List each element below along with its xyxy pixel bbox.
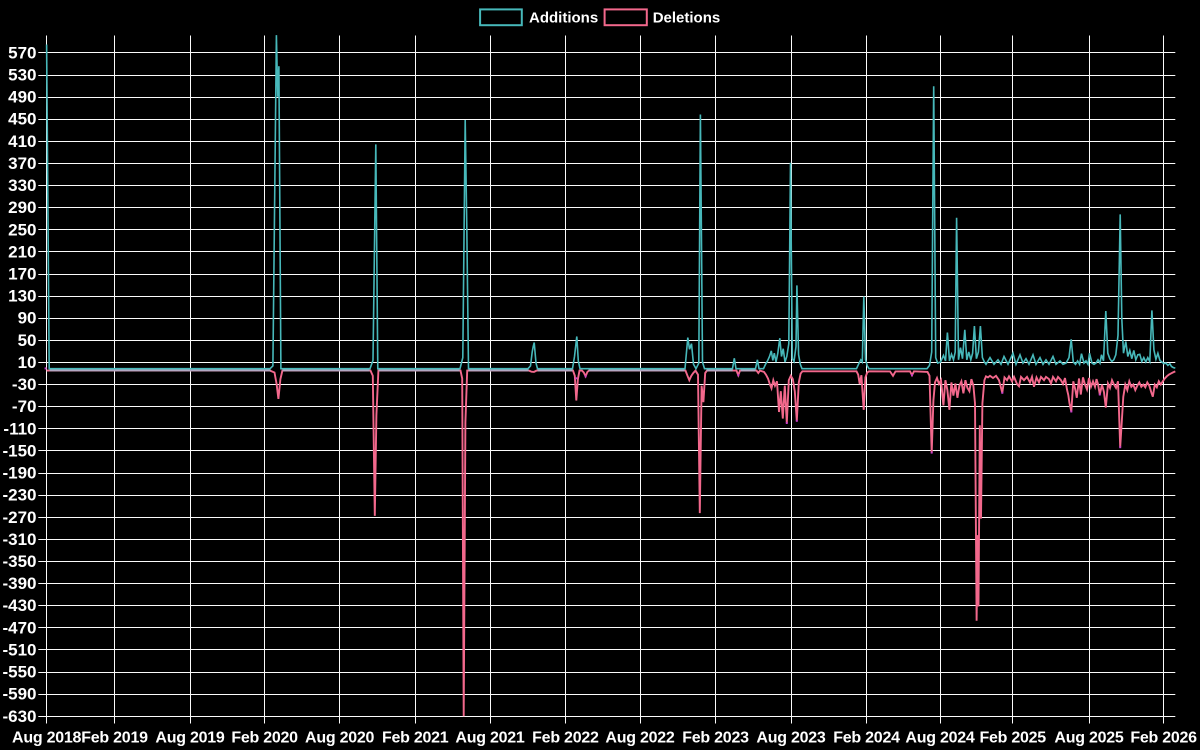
svg-text:Aug 2018: Aug 2018 (12, 730, 81, 747)
svg-text:290: 290 (8, 198, 36, 217)
svg-text:Aug 2023: Aug 2023 (756, 730, 825, 747)
svg-text:210: 210 (8, 242, 36, 261)
svg-text:Aug 2022: Aug 2022 (605, 730, 674, 747)
svg-text:130: 130 (8, 287, 36, 306)
svg-text:Aug 2024: Aug 2024 (905, 730, 974, 747)
svg-text:-430: -430 (2, 596, 36, 615)
svg-text:450: 450 (8, 110, 36, 129)
svg-text:Additions: Additions (529, 9, 598, 26)
svg-text:-390: -390 (2, 574, 36, 593)
svg-text:10: 10 (18, 353, 37, 372)
svg-text:Aug 2020: Aug 2020 (305, 730, 374, 747)
svg-text:410: 410 (8, 132, 36, 151)
svg-text:Feb 2022: Feb 2022 (532, 730, 599, 747)
svg-text:Aug 2021: Aug 2021 (455, 730, 524, 747)
svg-text:250: 250 (8, 220, 36, 239)
svg-text:-230: -230 (2, 486, 36, 505)
svg-text:-150: -150 (2, 441, 36, 460)
svg-text:Deletions: Deletions (653, 9, 721, 26)
svg-text:330: 330 (8, 176, 36, 195)
svg-text:370: 370 (8, 154, 36, 173)
svg-text:Feb 2019: Feb 2019 (81, 730, 148, 747)
svg-text:-630: -630 (2, 707, 36, 726)
svg-text:Feb 2024: Feb 2024 (833, 730, 900, 747)
svg-text:-510: -510 (2, 640, 36, 659)
svg-text:90: 90 (18, 309, 37, 328)
svg-text:170: 170 (8, 265, 36, 284)
svg-text:-550: -550 (2, 663, 36, 682)
svg-text:Feb 2026: Feb 2026 (1130, 730, 1197, 747)
svg-text:-590: -590 (2, 685, 36, 704)
svg-text:490: 490 (8, 88, 36, 107)
svg-text:-110: -110 (3, 419, 36, 438)
svg-text:Feb 2025: Feb 2025 (979, 730, 1046, 747)
svg-text:Feb 2021: Feb 2021 (382, 730, 449, 747)
svg-text:-310: -310 (2, 530, 36, 549)
svg-text:50: 50 (18, 331, 37, 350)
svg-text:-470: -470 (2, 618, 36, 637)
svg-text:530: 530 (8, 66, 36, 85)
svg-text:570: 570 (8, 43, 36, 62)
svg-text:-270: -270 (2, 508, 36, 527)
svg-text:Feb 2020: Feb 2020 (231, 730, 298, 747)
svg-text:Feb 2023: Feb 2023 (682, 730, 749, 747)
svg-text:Aug 2025: Aug 2025 (1054, 730, 1123, 747)
svg-text:-350: -350 (2, 552, 36, 571)
svg-text:Aug 2019: Aug 2019 (155, 730, 224, 747)
svg-text:-30: -30 (12, 375, 37, 394)
svg-text:-70: -70 (12, 397, 37, 416)
svg-text:-190: -190 (2, 464, 36, 483)
